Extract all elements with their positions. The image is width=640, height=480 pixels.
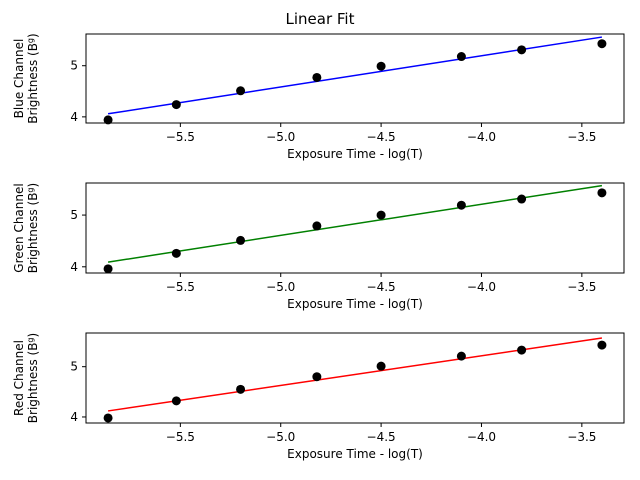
figure-title: Linear Fit [286,10,355,28]
data-point [236,86,246,96]
x-axis-label: Exposure Time - log(T) [287,447,423,461]
data-point [312,372,322,382]
y-tick-label: 4 [70,410,78,424]
fit-line [107,337,603,412]
x-tick-label: −5.0 [266,430,295,444]
data-point [376,61,386,71]
data-point [171,248,181,258]
data-point [517,345,527,355]
y-axis-label: Red ChannelBrightness (Bg) [12,333,40,423]
data-point [103,115,113,125]
x-tick-label: −5.0 [266,130,295,144]
data-point [312,72,322,82]
x-tick-label: −5.5 [166,130,195,144]
fit-line [107,36,603,115]
data-point [517,194,527,204]
x-tick-label: −3.5 [567,130,596,144]
data-point [103,413,113,423]
data-point [312,221,322,231]
x-tick-label: −3.5 [567,280,596,294]
data-point [597,188,607,198]
x-tick-label: −5.0 [266,280,295,294]
x-tick-label: −5.5 [166,430,195,444]
x-tick-label: −4.5 [367,430,396,444]
x-tick-label: −5.5 [166,280,195,294]
data-point [236,235,246,245]
data-point [171,396,181,406]
data-point [456,52,466,62]
data-point [376,210,386,220]
y-axis-label: Green ChannelBrightness (Bg) [12,183,40,273]
data-point [171,100,181,110]
data-point [597,340,607,350]
data-point [103,264,113,274]
y-tick-label: 5 [70,360,78,374]
x-tick-label: −4.0 [467,430,496,444]
x-tick-label: −4.5 [367,280,396,294]
axes-frame [85,182,625,274]
data-point [376,361,386,371]
x-axis-label: Exposure Time - log(T) [287,297,423,311]
fit-line [107,184,603,263]
data-point [456,200,466,210]
x-tick-label: −4.0 [467,280,496,294]
x-tick-label: −4.0 [467,130,496,144]
x-tick-label: −4.5 [367,130,396,144]
y-axis-label: Blue ChannelBrightness (Bg) [12,33,40,123]
data-point [597,39,607,49]
data-point [236,384,246,394]
y-tick-label: 4 [70,110,78,124]
x-tick-label: −3.5 [567,430,596,444]
axes-frame [85,332,625,424]
subplot-1: −5.5 −5.0 −4.5 −4.0 −3.5 4 5 Exposure Time - lo… [12,33,625,161]
axes-frame [85,33,625,124]
y-tick-label: 4 [70,260,78,274]
data-point [456,351,466,361]
data-point [517,45,527,55]
y-tick-label: 5 [70,59,78,73]
subplot-2: −5.5 −5.0 −4.5 −4.0 −3.5 4 5 Exposure Time - lo… [12,182,625,311]
y-tick-label: 5 [70,208,78,222]
x-axis-label: Exposure Time - log(T) [287,147,423,161]
subplot-3: −5.5 −5.0 −4.5 −4.0 −3.5 4 5 Exposure Time - lo… [12,332,625,461]
